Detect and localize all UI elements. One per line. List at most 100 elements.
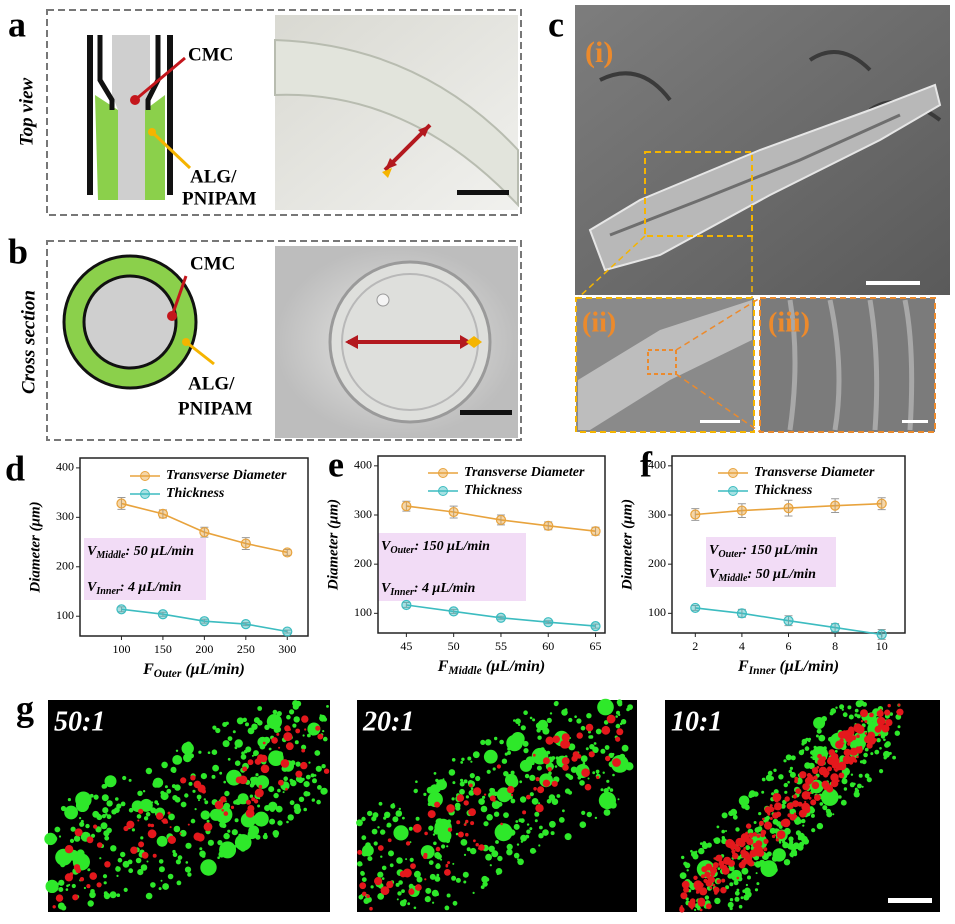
data-point [282,626,293,637]
cell [724,857,729,862]
cell [728,859,735,867]
cell [755,840,763,848]
panel-label: b [8,231,28,271]
cell [784,796,790,802]
cell [587,777,590,780]
cell [301,748,306,753]
cell [164,785,168,789]
legend-label: Transverse Diameter [464,465,585,480]
cell [145,812,151,817]
data-point [876,629,887,640]
cell [520,834,527,842]
cell [596,771,599,775]
cell [386,822,392,828]
cell [395,810,403,817]
cell [715,854,723,862]
annotation-box [84,538,206,600]
cell [425,896,431,901]
cell [83,858,86,860]
cell [894,730,900,736]
cell [136,814,142,819]
cell [158,814,164,820]
cell [461,757,465,761]
cell [564,708,568,712]
cell [582,761,586,765]
cell [257,706,263,711]
x-axis-label: FOuter (μL/min) [142,661,245,680]
x-tick-label: 250 [237,642,255,656]
cell [782,841,789,849]
cell [810,799,817,806]
cell [763,847,768,852]
cell [115,866,121,872]
cell [99,857,102,860]
x-axis-label-rest: (μL/min) [776,658,840,675]
panel-a: a Top view CMC ALG/ PNIPAM [8,4,522,216]
cell [253,811,269,827]
cell [470,760,473,763]
annotation: VInner: 4 μL/min [381,581,476,598]
cell [734,896,740,902]
cell [606,779,610,783]
cell [879,769,884,774]
cell [228,777,233,782]
cell [600,788,604,792]
cell [593,742,597,745]
cell [704,871,711,878]
cell [513,852,520,859]
cell [245,722,249,727]
panel-border [46,240,522,441]
cell [616,728,624,736]
cell [570,766,578,773]
cell [802,838,810,845]
cell [542,829,549,836]
cell [756,834,761,838]
subpanel-label: (i) [585,36,613,69]
cell [413,788,418,794]
cell [773,834,777,837]
cell [377,871,384,878]
cell [507,785,515,794]
cell [513,719,516,722]
subpanel-label: (ii) [582,307,616,338]
cell [786,802,794,810]
cell [564,788,571,794]
cell [853,791,860,798]
cell [447,861,451,865]
cell [480,805,488,813]
cell [250,828,258,836]
cell [297,777,304,784]
cell [558,817,565,823]
cell [808,737,812,741]
cell [86,836,94,844]
cell [772,818,779,825]
cell [175,749,179,752]
cell [833,744,836,748]
cell [444,869,451,876]
cell [834,749,838,753]
cell [465,795,469,799]
cell [68,808,76,815]
cell [802,783,810,791]
cell [562,809,565,813]
cell [111,809,117,815]
cell [167,811,171,815]
cell [388,850,394,857]
cell [783,759,787,763]
data-point [116,498,127,509]
cell [424,831,428,836]
cell [492,767,496,771]
cell [866,777,872,783]
cell [792,794,798,799]
cell [166,788,172,794]
cell [491,850,499,858]
cell [839,738,844,743]
cell [262,777,269,785]
cell [535,777,540,782]
cell [808,796,812,800]
cell [170,766,177,773]
cell [681,880,690,889]
annotation: VMiddle: 50 μL/min [87,544,194,561]
cell [429,873,436,880]
annotation-rest: : 4 μL/min [414,581,476,596]
